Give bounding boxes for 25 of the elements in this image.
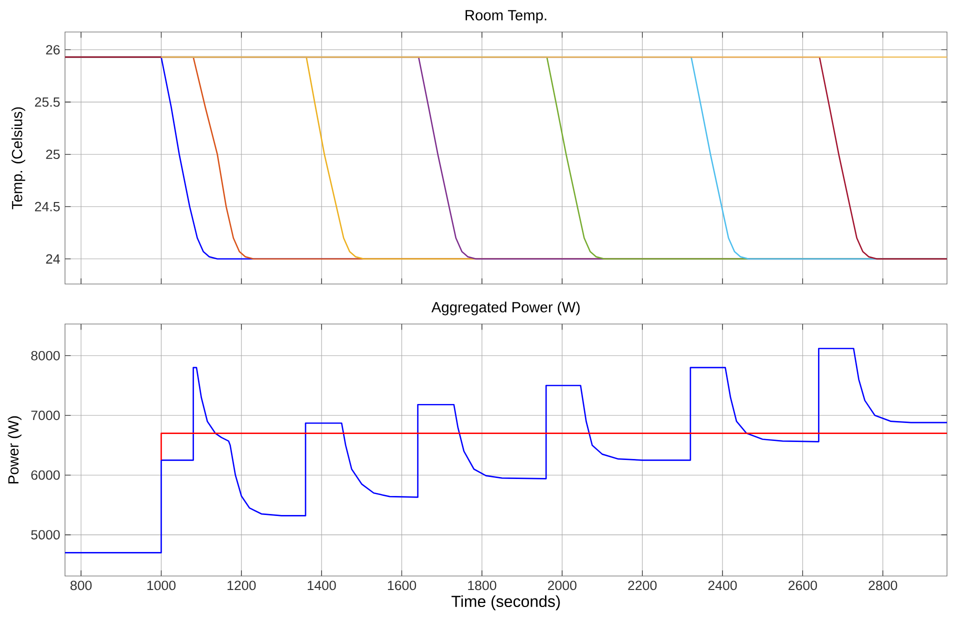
x-tick-label: 1200 <box>228 580 256 590</box>
y-tick-label: 6000 <box>31 470 60 480</box>
x-tick-label: 1800 <box>468 580 496 590</box>
y-tick-label: 26 <box>46 45 60 54</box>
y-tick-label: 8000 <box>31 350 60 360</box>
x-tick-label: 2000 <box>548 580 576 590</box>
y-tick-label: 25 <box>46 150 60 160</box>
y-tick-label: 25.5 <box>35 97 60 107</box>
x-tick-label: 2200 <box>628 580 657 590</box>
y-axis-title: Temp. (Celsius) <box>12 107 26 210</box>
y-tick-label: 7000 <box>31 410 60 420</box>
x-tick-label: 2400 <box>708 580 737 590</box>
x-tick-label: 2800 <box>868 580 898 590</box>
x-tick-label: 1400 <box>308 580 336 590</box>
x-axis-title: Time (seconds) <box>452 595 560 610</box>
x-tick-label: 1600 <box>388 580 416 590</box>
x-tick-label: 2600 <box>788 580 817 590</box>
y-tick-label: 24.5 <box>35 202 60 212</box>
chart-title: Aggregated Power (W) <box>431 302 580 316</box>
y-tick-label: 24 <box>46 254 60 264</box>
x-tick-label: 800 <box>70 580 92 590</box>
x-tick-label: 1000 <box>147 580 176 590</box>
y-tick-label: 5000 <box>31 530 60 540</box>
chart-title: Room Temp. <box>466 10 546 24</box>
y-axis-title: Power (W) <box>8 416 22 484</box>
